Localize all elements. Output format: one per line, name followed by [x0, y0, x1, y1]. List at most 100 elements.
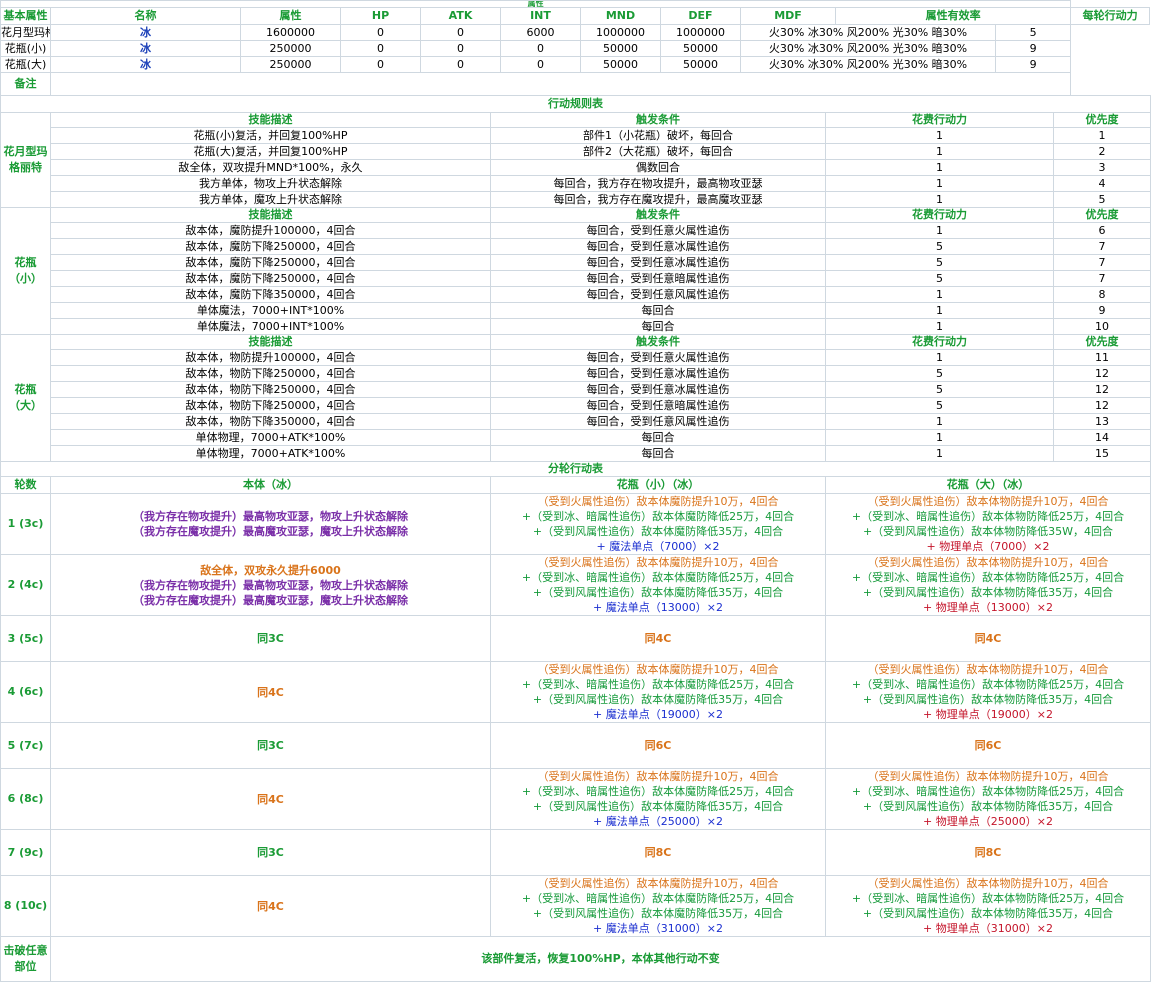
rule-cell: 12 — [1052, 381, 1152, 398]
rule-cell: 每回合，受到任意冰属性追伤 — [490, 238, 826, 255]
turn-row: 2 (4c) 敌全体，双攻永久提升6000 （我方存在物攻提升）最高物攻亚瑟，物攻上… — [0, 554, 1151, 616]
basic-cell-attr: 冰 — [50, 56, 241, 73]
rule-cell: 7 — [1052, 270, 1152, 287]
turn-line: + 魔法单点（25000）×2 — [593, 815, 723, 828]
turn-cell-main: 同4C — [50, 875, 491, 937]
turn-cell-main: 同3C — [50, 615, 491, 662]
rule-cell: 5 — [1052, 191, 1152, 208]
basic-header-cell: 名称 — [50, 7, 241, 25]
turn-line: 同4C — [644, 632, 672, 645]
basic-cell-mdf: 50000 — [660, 56, 741, 73]
basic-cell-def: 50000 — [580, 56, 661, 73]
rule-cell: 1 — [825, 127, 1054, 144]
turn-label: 7 (9c) — [0, 829, 51, 876]
rule-row: 敌本体，魔防提升100000，4回合 每回合，受到任意火属性追伤 1 6 — [1, 222, 1152, 239]
turn-line: （我方存在物攻提升）最高物攻亚瑟，物攻上升状态解除 — [133, 510, 408, 523]
rule-cell: 1 — [825, 286, 1054, 303]
rule-cell: 1 — [825, 175, 1054, 192]
action-rules-table: 行动规则表 花月型玛格丽特 技能描述 触发条件 花费行动力 优先度 花瓶(小)复活，并回复… — [0, 95, 1152, 462]
basic-cell-eff: 火30% 冰30% 风200% 光30% 暗30% — [740, 40, 996, 57]
rule-cell: 9 — [1052, 302, 1152, 319]
rule-cell: 每回合 — [490, 445, 826, 462]
rule-row: 单体魔法，7000+INT*100% 每回合 1 9 — [1, 302, 1152, 319]
basic-cell-name: 花瓶(小) — [0, 40, 51, 57]
turn-line: （受到火属性追伤）敌本体魔防提升10万，4回合 — [537, 495, 779, 508]
basic-cell-eff: 火30% 冰30% 风200% 光30% 暗30% — [740, 56, 996, 73]
rule-row: 敌本体，物防提升100000，4回合 每回合，受到任意火属性追伤 1 11 — [1, 349, 1152, 366]
turn-line: 同6C — [974, 739, 1002, 752]
rule-cell: 每回合，受到任意暗属性追伤 — [490, 397, 826, 414]
turn-label: 6 (8c) — [0, 768, 51, 830]
turn-title: 分轮行动表 — [0, 461, 1151, 477]
rule-cell: 每回合，受到任意冰属性追伤 — [490, 365, 826, 382]
turn-line: （受到火属性追伤）敌本体物防提升10万，4回合 — [867, 770, 1109, 783]
rule-row: 敌本体，物防下降250000，4回合 每回合，受到任意冰属性追伤 5 12 — [1, 365, 1152, 382]
rule-group-header: 花瓶（小） 技能描述 触发条件 花费行动力 优先度 — [0, 207, 1152, 335]
rule-cell: 偶数回合 — [490, 159, 826, 176]
turn-line: +（受到风属性追伤）敌本体物防降低35W，4回合 — [862, 525, 1114, 538]
basic-row: 花月型玛格丽特冰160000000600010000001000000火30% … — [0, 24, 1150, 41]
turn-header-cell: 轮数 — [0, 476, 51, 494]
rule-cell: 敌本体，物防下降350000，4回合 — [50, 413, 491, 430]
turn-cell-big: （受到火属性追伤）敌本体物防提升10万，4回合 +（受到冰、暗属性追伤）敌本体物防… — [825, 493, 1151, 555]
rule-cell: 5 — [825, 397, 1054, 414]
turn-line: +（受到冰、暗属性追伤）敌本体魔防降低25万，4回合 — [521, 678, 795, 691]
turn-line: +（受到冰、暗属性追伤）敌本体物防降低25万，4回合 — [851, 785, 1125, 798]
rule-cell: 1 — [825, 159, 1054, 176]
turn-line: （我方存在魔攻提升）最高魔攻亚瑟，魔攻上升状态解除 — [133, 593, 408, 607]
basic-cell-atk: 0 — [340, 24, 421, 41]
turn-line: 同4C — [257, 899, 284, 913]
rule-cell: 部件1（小花瓶）破坏，每回合 — [490, 127, 826, 144]
turn-line: （受到火属性追伤）敌本体物防提升10万，4回合 — [867, 663, 1109, 676]
rule-cell: 敌本体，物防下降250000，4回合 — [50, 381, 491, 398]
turn-row: 8 (10c) 同4C （受到火属性追伤）敌本体魔防提升10万，4回合 +（受到冰、暗… — [0, 875, 1151, 937]
turn-line: + 魔法单点（31000）×2 — [593, 922, 723, 935]
rule-cell: 每回合，我方存在物攻提升，最高物攻亚瑟 — [490, 175, 826, 192]
turn-header-cell: 花瓶（小）（冰） — [490, 476, 826, 494]
turn-line: 同4C — [257, 685, 284, 699]
rule-header-cell: 花费行动力 — [825, 207, 1054, 223]
rule-cell: 敌本体，物防下降250000，4回合 — [50, 365, 491, 382]
rule-cell: 每回合，受到任意火属性追伤 — [490, 349, 826, 366]
turn-line: +（受到风属性追伤）敌本体物防降低35万，4回合 — [862, 800, 1114, 813]
rule-cell: 每回合，受到任意暗属性追伤 — [490, 270, 826, 287]
basic-stats-table: 属性 基本属性 名称 属性 HP ATK INT MND DEF MDF 属性有效率 每轮行动力 花… — [0, 0, 1150, 96]
rule-cell: 5 — [825, 381, 1054, 398]
rule-cell: 7 — [1052, 238, 1152, 255]
basic-cell-attr: 冰 — [50, 40, 241, 57]
rule-cell: 12 — [1052, 365, 1152, 382]
rule-cell: 每回合，受到任意风属性追伤 — [490, 286, 826, 303]
turn-line: + 物理单点（13000）×2 — [923, 601, 1053, 614]
turn-cell-small: （受到火属性追伤）敌本体魔防提升10万，4回合 +（受到冰、暗属性追伤）敌本体魔防… — [490, 768, 826, 830]
rule-header-cell: 花费行动力 — [825, 112, 1054, 128]
rule-header-cell: 优先度 — [1052, 207, 1152, 223]
rule-cell: 1 — [825, 349, 1054, 366]
turn-label: 3 (5c) — [0, 615, 51, 662]
turn-cell-big: 同8C — [825, 829, 1151, 876]
basic-cell-mnd: 0 — [500, 56, 581, 73]
rule-cell: 单体物理，7000+ATK*100% — [50, 429, 491, 446]
basic-header-cell: 属性 — [240, 7, 341, 25]
rule-cell: 5 — [825, 254, 1054, 271]
basic-cell-atk: 0 — [340, 56, 421, 73]
basic-header-cell: HP — [340, 7, 421, 25]
turn-cell-small: （受到火属性追伤）敌本体魔防提升10万，4回合 +（受到冰、暗属性追伤）敌本体魔防… — [490, 493, 826, 555]
turn-cell-small: 同4C — [490, 615, 826, 662]
turn-line: +（受到风属性追伤）敌本体魔防降低35万，4回合 — [532, 907, 784, 920]
turn-cell-big: 同6C — [825, 722, 1151, 769]
turn-line: 同4C — [974, 632, 1002, 645]
rule-group-header: 花瓶（大） 技能描述 触发条件 花费行动力 优先度 — [0, 334, 1152, 462]
turn-label: 5 (7c) — [0, 722, 51, 769]
basic-row: 花瓶(小) 冰 250000 0 0 0 50000 50000 火30% 冰30% 风200%… — [0, 40, 1150, 57]
rule-cell: 敌本体，物防提升100000，4回合 — [50, 349, 491, 366]
turn-line: + 魔法单点（13000）×2 — [593, 601, 723, 614]
rule-row: 敌本体，物防下降250000，4回合 每回合，受到任意暗属性追伤 5 12 — [1, 397, 1152, 414]
turn-line: +（受到风属性追伤）敌本体魔防降低35万，4回合 — [532, 525, 784, 538]
turn-line: + 物理单点（31000）×2 — [923, 922, 1053, 935]
rule-row: 花瓶(大)复活，并回复100%HP 部件2（大花瓶）破坏，每回合 1 2 — [1, 143, 1152, 160]
turn-cell-main: 同3C — [50, 722, 491, 769]
turn-line: （我方存在魔攻提升）最高魔攻亚瑟，魔攻上升状态解除 — [133, 525, 408, 538]
rule-cell: 1 — [825, 445, 1054, 462]
rule-cell: 单体魔法，7000+INT*100% — [50, 302, 491, 319]
rule-cell: 每回合，受到任意火属性追伤 — [490, 222, 826, 239]
